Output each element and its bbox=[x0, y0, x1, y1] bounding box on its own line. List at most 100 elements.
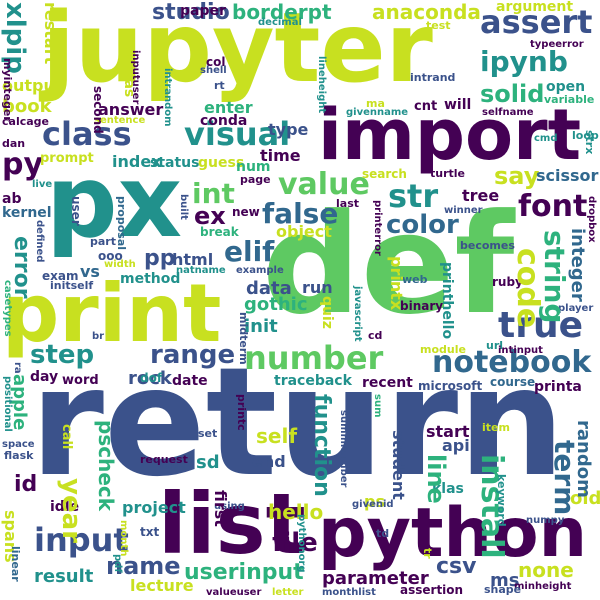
word-run: run bbox=[302, 278, 333, 297]
word-index: index bbox=[112, 152, 162, 171]
word-output: output bbox=[2, 76, 63, 95]
word-player: player bbox=[558, 303, 594, 314]
word-ms: ms bbox=[490, 570, 520, 591]
word-inputuser: inputuser bbox=[130, 50, 141, 105]
word-strx: strx bbox=[583, 130, 596, 155]
word-say: say bbox=[494, 162, 540, 190]
word-typeerror: typeerror bbox=[530, 39, 584, 50]
word-anaconda: anaconda bbox=[372, 0, 481, 24]
word-line: line bbox=[422, 454, 450, 504]
word-num: num bbox=[236, 159, 271, 175]
word-restart: restart bbox=[41, 2, 60, 65]
word-pythonorg: pythonorg bbox=[296, 514, 307, 573]
word-class: class bbox=[42, 115, 132, 153]
word-midterm: midterm bbox=[237, 312, 250, 365]
word-jupyter: jupyter bbox=[42, 0, 433, 104]
word-user: user bbox=[69, 196, 83, 226]
word-printerror: printerror bbox=[372, 200, 383, 256]
word-argument: argument bbox=[496, 0, 574, 15]
word-sum: sum bbox=[372, 394, 383, 418]
word-value: value bbox=[278, 167, 370, 202]
word-visual: visual bbox=[184, 115, 291, 153]
word-lineheight: lineheight bbox=[316, 56, 327, 114]
word-list: list bbox=[158, 475, 306, 573]
word-built: built bbox=[178, 194, 189, 220]
word-object: object bbox=[276, 222, 332, 241]
word-rt: rt bbox=[214, 79, 225, 92]
word-enter: enter bbox=[204, 98, 253, 117]
word-recent: recent bbox=[362, 375, 413, 391]
word-test: test bbox=[426, 19, 451, 32]
word-binary: binary bbox=[400, 299, 444, 313]
word-rock: rock bbox=[128, 368, 172, 389]
word-cnt: cnt bbox=[414, 99, 438, 114]
word-csv: csv bbox=[436, 554, 477, 579]
word-request: request bbox=[140, 453, 188, 466]
word-url: url bbox=[486, 339, 504, 352]
word-dan: dan bbox=[2, 137, 26, 150]
word-color: color bbox=[386, 210, 459, 240]
word-proposal: proposal bbox=[115, 196, 128, 251]
word-false: false bbox=[262, 197, 339, 230]
word-turtle: turtle bbox=[430, 167, 466, 180]
word-lecture: lecture bbox=[130, 576, 194, 595]
word-txt: txt bbox=[140, 525, 160, 539]
word-set: set bbox=[198, 427, 218, 440]
word-scissor: scissor bbox=[536, 166, 599, 185]
word-printhello: printhello bbox=[439, 262, 455, 340]
word-variable: variable bbox=[544, 93, 595, 106]
word-string: string bbox=[538, 230, 571, 324]
word-javascript: javascript bbox=[352, 286, 363, 342]
word-status: status bbox=[150, 155, 200, 171]
word-cd: cd bbox=[368, 329, 383, 342]
word-step: step bbox=[30, 340, 95, 370]
word-intinput: intinput bbox=[498, 345, 543, 356]
word-ruby: ruby bbox=[492, 275, 523, 289]
word-example: example bbox=[236, 265, 284, 276]
word-function: function bbox=[309, 394, 334, 497]
word-last: last bbox=[336, 197, 359, 210]
word-import: import bbox=[318, 94, 582, 176]
word-minheight: minheight bbox=[514, 581, 572, 592]
word-sentence: sentence bbox=[94, 115, 146, 126]
word-elif: elif bbox=[224, 235, 275, 268]
word-course: course bbox=[490, 375, 536, 389]
word-sd: sd bbox=[196, 452, 220, 473]
word-py: py bbox=[2, 147, 44, 182]
word-print: print bbox=[2, 267, 222, 360]
word-cmd: cmd bbox=[534, 133, 558, 144]
word-case: case bbox=[160, 461, 186, 472]
word-input: input bbox=[34, 521, 129, 559]
word-givenid: givenid bbox=[352, 499, 394, 510]
word-id: id bbox=[14, 472, 38, 497]
word-becomes: becomes bbox=[460, 239, 515, 252]
word-font: font bbox=[518, 189, 588, 224]
word-end: end bbox=[252, 452, 286, 471]
word-traceback: traceback bbox=[274, 373, 352, 389]
word-month: month bbox=[118, 520, 129, 557]
word-break: break bbox=[200, 225, 239, 239]
word-natname: natname bbox=[176, 265, 226, 276]
word-guess: guess bbox=[198, 155, 245, 171]
word-kernel: kernel bbox=[2, 205, 52, 221]
word-init: init bbox=[244, 316, 278, 337]
word-open: open bbox=[546, 79, 586, 95]
word-col: col bbox=[206, 55, 226, 69]
word-selfname: selfname bbox=[482, 107, 534, 118]
word-summnumber: summnumber bbox=[338, 410, 349, 488]
word-keyword: keyword bbox=[495, 474, 508, 527]
word-item: item bbox=[482, 421, 510, 434]
word-new: new bbox=[232, 205, 260, 219]
word-conda: conda bbox=[200, 113, 248, 129]
word-microsoft: microsoft bbox=[418, 379, 483, 393]
word-loop: loop bbox=[572, 129, 599, 142]
word-width: width bbox=[104, 259, 136, 270]
word-borderpt: borderpt bbox=[232, 0, 332, 24]
word-search: search bbox=[362, 167, 407, 181]
word-html: html bbox=[172, 250, 214, 269]
word-hello: hello bbox=[268, 500, 324, 524]
word-page: page bbox=[240, 173, 271, 186]
word-space: space bbox=[2, 439, 35, 450]
word-dof: dof bbox=[140, 371, 163, 385]
word-def: def bbox=[262, 184, 515, 345]
